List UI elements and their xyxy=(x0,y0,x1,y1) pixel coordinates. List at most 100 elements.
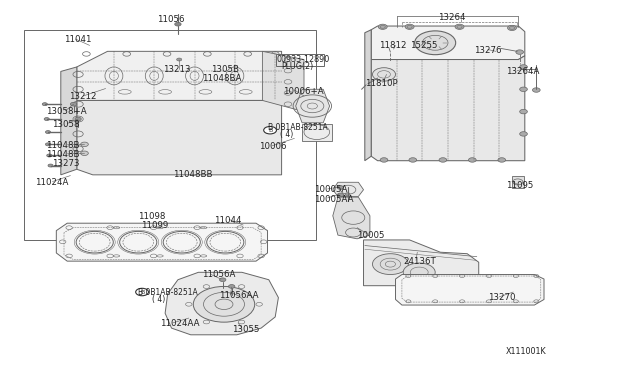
Circle shape xyxy=(520,87,527,92)
Text: PLUG(2): PLUG(2) xyxy=(282,62,314,71)
Polygon shape xyxy=(333,197,370,239)
Circle shape xyxy=(405,24,414,29)
Polygon shape xyxy=(262,51,304,112)
Circle shape xyxy=(220,278,226,282)
Text: B 0B1AB-8251A: B 0B1AB-8251A xyxy=(268,123,327,132)
Text: 11810P: 11810P xyxy=(365,79,397,88)
Text: 10005A: 10005A xyxy=(314,185,347,194)
Text: B: B xyxy=(268,128,272,133)
Circle shape xyxy=(498,158,506,162)
Circle shape xyxy=(378,24,387,29)
Circle shape xyxy=(516,50,524,54)
Circle shape xyxy=(409,158,417,162)
Text: 13276: 13276 xyxy=(474,46,501,55)
Text: 13212: 13212 xyxy=(69,92,97,101)
Circle shape xyxy=(337,193,344,197)
Circle shape xyxy=(520,109,527,114)
Text: 13270: 13270 xyxy=(488,293,515,302)
Text: 13058: 13058 xyxy=(52,120,80,129)
Circle shape xyxy=(415,31,456,55)
Text: 11056A: 11056A xyxy=(202,270,235,279)
Text: 11024A: 11024A xyxy=(35,178,68,187)
Circle shape xyxy=(45,143,51,146)
Circle shape xyxy=(337,186,344,189)
Bar xyxy=(276,54,324,66)
Circle shape xyxy=(345,193,350,196)
Text: 10006: 10006 xyxy=(259,142,287,151)
Text: B: B xyxy=(140,289,144,295)
Text: 11056: 11056 xyxy=(157,15,184,24)
Polygon shape xyxy=(396,275,544,305)
Polygon shape xyxy=(77,100,282,175)
Circle shape xyxy=(44,118,49,121)
Text: B 0B1AB-8251A: B 0B1AB-8251A xyxy=(138,288,197,296)
Polygon shape xyxy=(296,89,330,123)
Text: 11095: 11095 xyxy=(506,181,533,190)
Polygon shape xyxy=(61,67,77,175)
Circle shape xyxy=(345,200,350,203)
Text: 11024AA: 11024AA xyxy=(160,319,200,328)
Circle shape xyxy=(372,254,408,275)
Circle shape xyxy=(175,22,181,26)
Circle shape xyxy=(228,285,235,288)
Text: 11048BA: 11048BA xyxy=(202,74,241,83)
Circle shape xyxy=(48,164,53,167)
Text: 24136T: 24136T xyxy=(403,257,436,266)
Text: 10005: 10005 xyxy=(357,231,385,240)
Text: 10006+A: 10006+A xyxy=(283,87,323,96)
Polygon shape xyxy=(365,30,371,161)
Text: 10005AA: 10005AA xyxy=(314,195,353,203)
Circle shape xyxy=(508,25,516,31)
Text: 15255: 15255 xyxy=(410,41,437,50)
Circle shape xyxy=(42,103,47,106)
Text: 11812: 11812 xyxy=(379,41,406,50)
Circle shape xyxy=(468,158,476,162)
Circle shape xyxy=(70,102,77,106)
Text: 13264: 13264 xyxy=(438,13,466,22)
Circle shape xyxy=(520,132,527,136)
Circle shape xyxy=(532,88,540,92)
Text: 13055: 13055 xyxy=(232,325,259,334)
Circle shape xyxy=(455,24,464,29)
Polygon shape xyxy=(333,182,364,196)
Text: ( 4): ( 4) xyxy=(152,295,166,304)
Circle shape xyxy=(193,286,255,322)
Text: 11048B: 11048B xyxy=(46,150,79,159)
Polygon shape xyxy=(364,240,479,286)
Bar xyxy=(512,176,524,188)
Circle shape xyxy=(136,288,148,296)
Text: 11099: 11099 xyxy=(141,221,168,230)
Circle shape xyxy=(372,68,396,81)
Text: 13273: 13273 xyxy=(52,159,80,168)
Circle shape xyxy=(264,126,276,134)
Text: 11041: 11041 xyxy=(64,35,92,44)
Text: 00933-12890: 00933-12890 xyxy=(276,55,330,64)
Circle shape xyxy=(177,58,182,61)
Text: 13264A: 13264A xyxy=(506,67,539,76)
Text: 1305B: 1305B xyxy=(211,65,239,74)
Text: 11056AA: 11056AA xyxy=(219,291,259,300)
Circle shape xyxy=(81,151,88,155)
Circle shape xyxy=(380,158,388,162)
Polygon shape xyxy=(56,223,268,261)
Text: X111001K: X111001K xyxy=(506,347,546,356)
Polygon shape xyxy=(77,51,282,100)
Text: 11044: 11044 xyxy=(214,216,242,225)
Polygon shape xyxy=(165,272,278,335)
Circle shape xyxy=(81,142,88,147)
Polygon shape xyxy=(302,124,332,141)
Circle shape xyxy=(520,65,527,69)
Text: 11098: 11098 xyxy=(138,212,165,221)
Polygon shape xyxy=(371,56,525,161)
Circle shape xyxy=(403,263,435,282)
Text: 11048B: 11048B xyxy=(46,141,79,150)
Circle shape xyxy=(45,131,51,134)
Circle shape xyxy=(47,154,52,157)
Bar xyxy=(24,30,316,240)
Text: 11048BB: 11048BB xyxy=(173,170,212,179)
Polygon shape xyxy=(371,26,525,60)
Text: ( 4): ( 4) xyxy=(280,130,294,139)
Circle shape xyxy=(439,158,447,162)
Text: 13213: 13213 xyxy=(163,65,191,74)
Circle shape xyxy=(75,117,81,121)
